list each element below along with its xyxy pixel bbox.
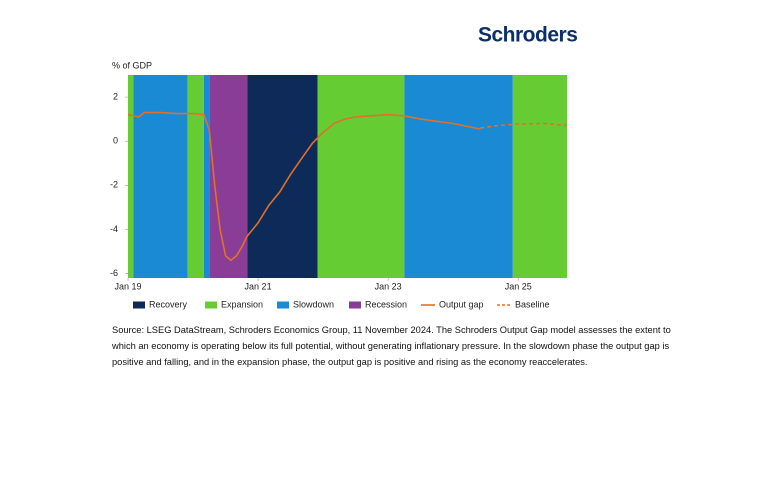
y-tick-label: 0 [113,136,118,146]
phase-band [247,75,318,278]
y-tick-label: -4 [110,224,118,234]
legend-label: Recovery [149,299,188,309]
y-axis-label: % of GDP [112,60,152,70]
legend-label: Slowdown [293,299,334,309]
phase-band [128,75,134,278]
legend-swatch [349,301,361,309]
phase-band [203,75,210,278]
x-tick-label: Jan 19 [114,281,141,291]
series-line [127,111,481,262]
legend-swatch [205,301,217,309]
phase-band [317,75,405,278]
y-tick-label: -6 [110,268,118,278]
x-tick-label: Jan 25 [505,281,532,291]
legend-label: Baseline [515,299,550,309]
legend-label: Recession [365,299,407,309]
x-tick-label: Jan 23 [375,281,402,291]
legend-label: Expansion [221,299,263,309]
y-tick-label: -2 [110,180,118,190]
legend-label: Output gap [439,299,484,309]
phase-band [187,75,204,278]
brand-logo: Schroders [478,24,577,47]
legend-swatch [133,301,145,309]
phase-band [512,75,567,278]
chart: Schroders % of GDP 2 0 -2 -4 -6 Jan 19 Jan 21 J… [110,24,578,310]
x-tick-label: Jan 21 [245,281,272,291]
phase-band [404,75,513,278]
y-tick-label: 2 [113,91,118,101]
phase-band [133,75,188,278]
legend-swatch [277,301,289,309]
source-note: Source: LSEG DataStream, Schroders Econo… [112,325,671,367]
series-line [480,122,568,129]
phase-band [209,75,248,278]
